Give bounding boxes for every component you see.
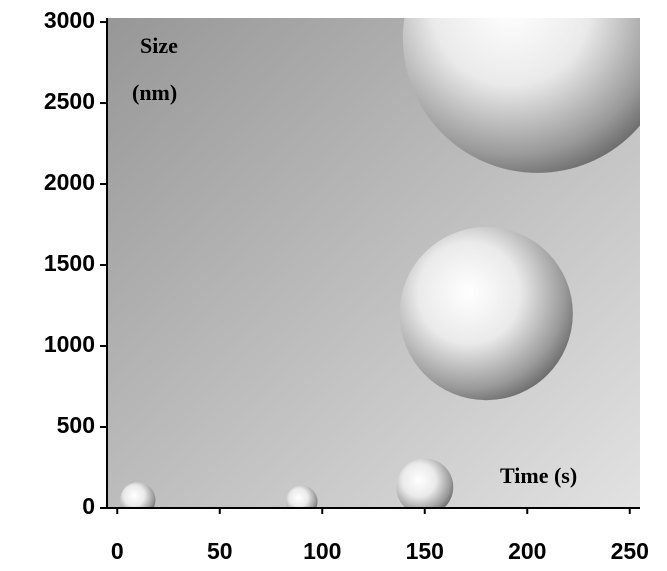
y-tick-label: 1500 — [44, 250, 95, 276]
bubble — [286, 486, 318, 518]
y-tick-label: 2500 — [44, 88, 95, 114]
x-tick-label: 150 — [406, 538, 444, 564]
y-axis-label: (nm) — [132, 80, 177, 105]
x-tick-label: 100 — [303, 538, 341, 564]
x-tick-label: 0 — [111, 538, 124, 564]
bubble — [400, 227, 573, 400]
y-tick-label: 0 — [82, 493, 95, 519]
chart: Size (nm) Time (s) 050010001500200025003… — [0, 0, 667, 571]
y-tick-label: 1000 — [44, 331, 95, 357]
y-tick-label: 2000 — [44, 169, 95, 195]
x-axis-label: Time (s) — [500, 463, 577, 488]
y-tick-label: 3000 — [44, 7, 95, 33]
x-tick-label: 250 — [611, 538, 649, 564]
x-tick-label: 200 — [508, 538, 546, 564]
bubble — [396, 458, 453, 515]
bubble — [120, 482, 155, 517]
y-axis-label: Size — [140, 33, 178, 58]
x-tick-label: 50 — [207, 538, 233, 564]
y-tick-label: 500 — [57, 412, 95, 438]
page: {"chart_data": {"type": "bubble", "ylabe… — [0, 0, 667, 571]
